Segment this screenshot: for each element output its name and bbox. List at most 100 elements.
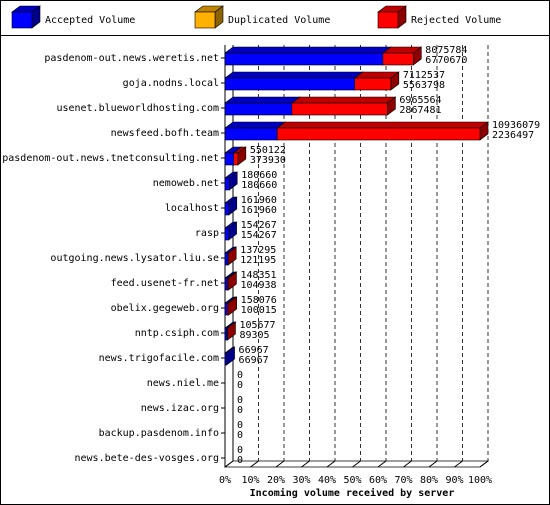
data-label: 66967 xyxy=(239,355,269,366)
y-tick-label: pasdenom-out.news.weretis.net xyxy=(44,53,219,64)
tick-mark xyxy=(403,460,412,468)
tick-mark xyxy=(428,460,438,468)
bar xyxy=(224,121,287,141)
data-label: 2236497 xyxy=(492,130,534,141)
data-label: 6965564 xyxy=(399,95,441,106)
y-tick-label: goja.nodns.local xyxy=(123,78,219,89)
data-label: 8075784 xyxy=(425,45,467,56)
bar-front xyxy=(224,152,235,166)
bar-front xyxy=(276,127,481,141)
bar xyxy=(224,346,236,366)
data-label: 105677 xyxy=(239,320,275,331)
data-label: 550122 xyxy=(250,145,286,156)
bar-front xyxy=(194,11,216,29)
bar-front xyxy=(224,177,230,191)
bar-front xyxy=(227,277,229,291)
bar-front xyxy=(224,227,229,241)
y-tick-label: usenet.blueworldhosting.com xyxy=(56,103,219,114)
data-label: 0 xyxy=(237,405,243,416)
x-tick-label: 30% xyxy=(292,475,310,486)
bar-front xyxy=(224,202,230,216)
bar xyxy=(290,96,397,116)
x-tick-label: 90% xyxy=(445,475,463,486)
bar-front xyxy=(224,77,356,91)
data-label: 154267 xyxy=(241,230,277,241)
bar-top xyxy=(224,121,287,129)
bar-front xyxy=(224,327,228,341)
tick-mark xyxy=(224,460,234,468)
data-label: 10936079 xyxy=(492,120,540,131)
bar xyxy=(232,146,247,166)
bar-front xyxy=(224,252,229,266)
bar-front xyxy=(11,11,33,29)
y-tick-label: feed.usenet-fr.net xyxy=(111,278,219,289)
data-label: 5563798 xyxy=(403,80,445,91)
data-label: 161960 xyxy=(241,205,277,216)
bar-front xyxy=(233,152,239,166)
bar-front xyxy=(291,102,388,116)
bar xyxy=(226,271,238,291)
data-label: 121195 xyxy=(240,255,276,266)
data-label: 0 xyxy=(237,420,243,431)
legend-label: Accepted Volume xyxy=(45,15,135,26)
y-tick-label: outgoing.news.lysator.liu.se xyxy=(50,253,219,264)
bar xyxy=(226,321,237,341)
bar-front xyxy=(382,52,414,66)
data-label: 7112537 xyxy=(403,70,445,81)
bar-front xyxy=(224,277,228,291)
y-tick-label: news.trigofacile.com xyxy=(99,353,219,364)
y-tick-label: nemoweb.net xyxy=(153,178,219,189)
x-tick-label: 60% xyxy=(369,475,387,486)
bar-front xyxy=(224,52,384,66)
data-label: 180660 xyxy=(241,180,277,191)
bar-front xyxy=(227,302,229,316)
data-label: 0 xyxy=(237,455,243,466)
y-tick-label: obelix.gegeweb.org xyxy=(111,303,219,314)
x-tick-label: 100% xyxy=(468,475,492,486)
y-tick-label: rasp xyxy=(195,228,219,239)
y-tick-label: news.bete-des-vosges.org xyxy=(75,453,220,464)
bar xyxy=(276,121,489,141)
x-tick-label: 80% xyxy=(420,475,438,486)
bar-top xyxy=(224,46,392,54)
bar xyxy=(353,71,400,91)
bar-front xyxy=(354,77,392,91)
bar-front xyxy=(224,352,227,366)
y-tick-label: backup.pasdenom.info xyxy=(99,428,219,439)
bar-top xyxy=(290,96,397,104)
bar xyxy=(224,221,238,241)
bar xyxy=(224,96,301,116)
y-tick-label: nntp.csiph.com xyxy=(135,328,219,339)
tick-mark xyxy=(479,460,489,468)
x-tick-label: 10% xyxy=(241,475,259,486)
bar-front xyxy=(377,11,399,29)
tick-mark xyxy=(352,460,361,468)
bar-front xyxy=(224,127,278,141)
tick-mark xyxy=(377,460,387,468)
bar-top xyxy=(224,71,364,79)
tick-mark xyxy=(250,460,259,468)
bar-top xyxy=(276,121,489,129)
bar-top xyxy=(224,96,301,104)
bar xyxy=(224,196,238,216)
bar xyxy=(226,296,238,316)
data-label: 6770670 xyxy=(425,55,467,66)
data-label: 180660 xyxy=(241,170,277,181)
data-label: 0 xyxy=(237,370,243,381)
legend-item: Accepted Volume xyxy=(11,5,135,29)
data-label: 0 xyxy=(237,380,243,391)
legend-label: Rejected Volume xyxy=(411,15,501,26)
bar-front xyxy=(224,302,228,316)
data-label: 66967 xyxy=(239,345,269,356)
tick-mark xyxy=(275,460,285,468)
x-tick-label: 20% xyxy=(267,475,285,486)
y-tick-label: newsfeed.bofh.team xyxy=(111,128,219,139)
legend-label: Duplicated Volume xyxy=(228,15,330,26)
data-label: 0 xyxy=(237,395,243,406)
bar xyxy=(224,171,239,191)
data-label: 100015 xyxy=(241,305,277,316)
data-label: 161960 xyxy=(241,195,277,206)
bar xyxy=(224,46,392,66)
tick-mark xyxy=(454,460,463,468)
